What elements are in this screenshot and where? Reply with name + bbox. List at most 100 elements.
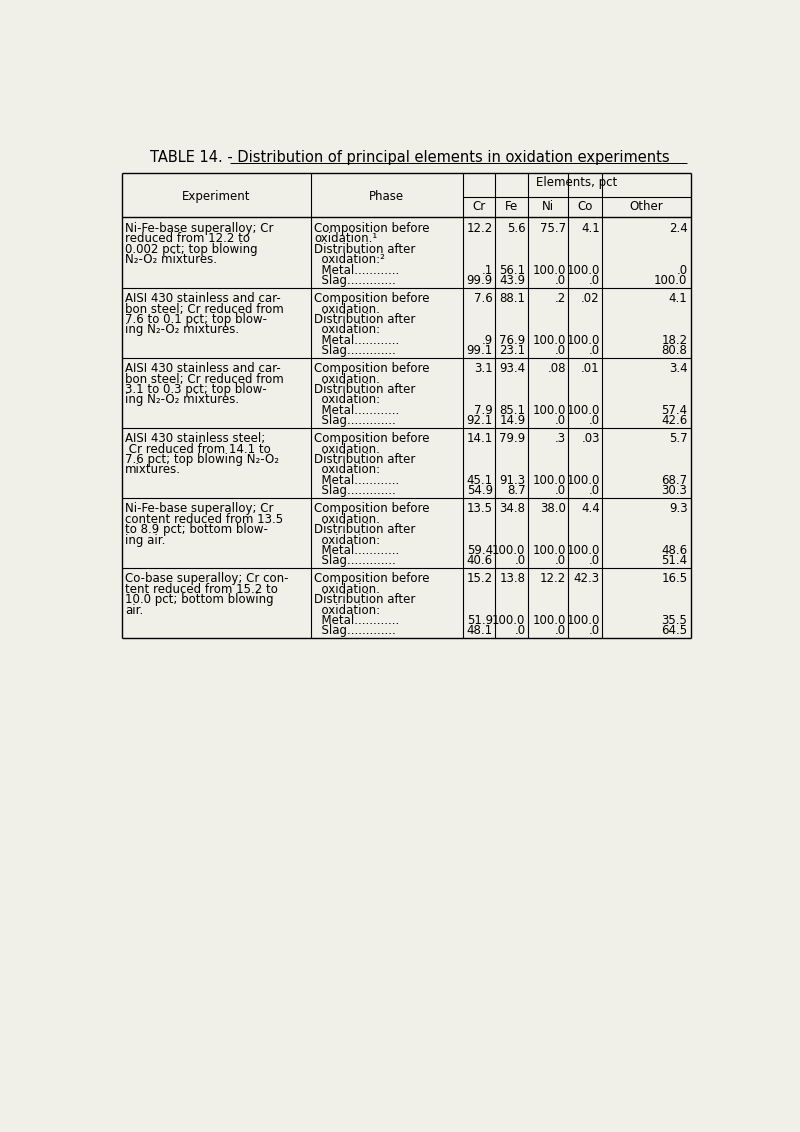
Text: 45.1: 45.1 [467,474,493,487]
Text: 100.0: 100.0 [566,544,600,557]
Text: 4.4: 4.4 [581,503,600,515]
Text: 100.0: 100.0 [566,474,600,487]
Text: 3.1 to 0.3 pct; top blow-: 3.1 to 0.3 pct; top blow- [125,383,266,396]
Text: 38.0: 38.0 [540,503,566,515]
Text: 7.6: 7.6 [474,292,493,306]
Text: .0: .0 [589,344,600,357]
Text: Slag.............: Slag............. [314,344,396,357]
Text: ing air.: ing air. [125,533,165,547]
Text: Slag.............: Slag............. [314,274,396,288]
Text: AISI 430 stainless and car-: AISI 430 stainless and car- [125,292,281,306]
Text: 100.0: 100.0 [533,544,566,557]
Text: 75.7: 75.7 [540,222,566,235]
Text: .0: .0 [554,625,566,637]
Text: 4.1: 4.1 [669,292,687,306]
Text: oxidation:: oxidation: [314,394,380,406]
Text: 2.4: 2.4 [669,222,687,235]
Text: oxidation:: oxidation: [314,324,380,336]
Text: oxidation:: oxidation: [314,533,380,547]
Text: N₂-O₂ mixtures.: N₂-O₂ mixtures. [125,254,217,266]
Text: 13.5: 13.5 [467,503,493,515]
Text: .0: .0 [514,555,526,567]
Text: 7.6 pct; top blowing N₂-O₂: 7.6 pct; top blowing N₂-O₂ [125,453,279,466]
Text: 76.9: 76.9 [499,334,526,346]
Text: Fe: Fe [505,199,518,213]
Text: 88.1: 88.1 [499,292,526,306]
Text: Slag.............: Slag............. [314,555,396,567]
Text: .9: .9 [482,334,493,346]
Text: Co-base superalloy; Cr con-: Co-base superalloy; Cr con- [125,573,288,585]
Text: 51.9: 51.9 [467,614,493,627]
Text: .0: .0 [554,344,566,357]
Text: 14.1: 14.1 [466,432,493,445]
Text: Composition before: Composition before [314,503,430,515]
Text: 14.9: 14.9 [499,414,526,427]
Text: 91.3: 91.3 [499,474,526,487]
Text: 48.6: 48.6 [662,544,687,557]
Text: Distribution after: Distribution after [314,383,415,396]
Text: bon steel; Cr reduced from: bon steel; Cr reduced from [125,372,283,386]
Text: 51.4: 51.4 [662,555,687,567]
Text: .0: .0 [589,555,600,567]
Text: Phase: Phase [369,190,404,203]
Text: 100.0: 100.0 [566,334,600,346]
Text: 68.7: 68.7 [662,474,687,487]
Text: .0: .0 [554,414,566,427]
Text: 5.6: 5.6 [507,222,526,235]
Text: 100.0: 100.0 [566,404,600,417]
Text: 80.8: 80.8 [662,344,687,357]
Text: 35.5: 35.5 [662,614,687,627]
Text: 100.0: 100.0 [566,614,600,627]
Text: Composition before: Composition before [314,573,430,585]
Text: oxidation.: oxidation. [314,513,380,525]
Text: Slag.............: Slag............. [314,414,396,427]
Text: .2: .2 [554,292,566,306]
Text: 99.1: 99.1 [466,344,493,357]
Text: Slag.............: Slag............. [314,625,396,637]
Text: 0.002 pct; top blowing: 0.002 pct; top blowing [125,243,258,256]
Text: Distribution after: Distribution after [314,453,415,466]
Text: 13.8: 13.8 [499,573,526,585]
Text: .1: .1 [482,264,493,276]
Text: 100.0: 100.0 [492,544,526,557]
Text: 40.6: 40.6 [467,555,493,567]
Text: tent reduced from 15.2 to: tent reduced from 15.2 to [125,583,278,595]
Text: Elements, pct: Elements, pct [536,175,618,189]
Text: 43.9: 43.9 [499,274,526,288]
Text: 64.5: 64.5 [662,625,687,637]
Text: to 8.9 pct; bottom blow-: to 8.9 pct; bottom blow- [125,523,268,537]
Text: Metal............: Metal............ [314,474,399,487]
Text: content reduced from 13.5: content reduced from 13.5 [125,513,283,525]
Text: 99.9: 99.9 [466,274,493,288]
Text: ing N₂-O₂ mixtures.: ing N₂-O₂ mixtures. [125,324,239,336]
Text: AISI 430 stainless steel;: AISI 430 stainless steel; [125,432,265,445]
Text: reduced from 12.2 to: reduced from 12.2 to [125,232,250,246]
Text: oxidation.: oxidation. [314,372,380,386]
Text: Experiment: Experiment [182,190,250,203]
Text: oxidation.¹: oxidation.¹ [314,232,377,246]
Text: 92.1: 92.1 [466,414,493,427]
Text: 85.1: 85.1 [499,404,526,417]
Text: 56.1: 56.1 [499,264,526,276]
Text: 34.8: 34.8 [499,503,526,515]
Text: 12.2: 12.2 [466,222,493,235]
Text: .0: .0 [589,414,600,427]
Text: mixtures.: mixtures. [125,463,181,477]
Text: 3.1: 3.1 [474,362,493,375]
Text: 30.3: 30.3 [662,484,687,497]
Text: .02: .02 [582,292,600,306]
Text: Ni: Ni [542,199,554,213]
Text: 100.0: 100.0 [533,474,566,487]
Text: .0: .0 [514,625,526,637]
Text: .3: .3 [554,432,566,445]
Text: Distribution after: Distribution after [314,523,415,537]
Text: .0: .0 [589,484,600,497]
Text: 100.0: 100.0 [492,614,526,627]
Text: 23.1: 23.1 [499,344,526,357]
Text: 100.0: 100.0 [533,404,566,417]
Text: .03: .03 [582,432,600,445]
Text: 8.7: 8.7 [507,484,526,497]
Text: Metal............: Metal............ [314,614,399,627]
Text: 100.0: 100.0 [533,614,566,627]
Text: Composition before: Composition before [314,292,430,306]
